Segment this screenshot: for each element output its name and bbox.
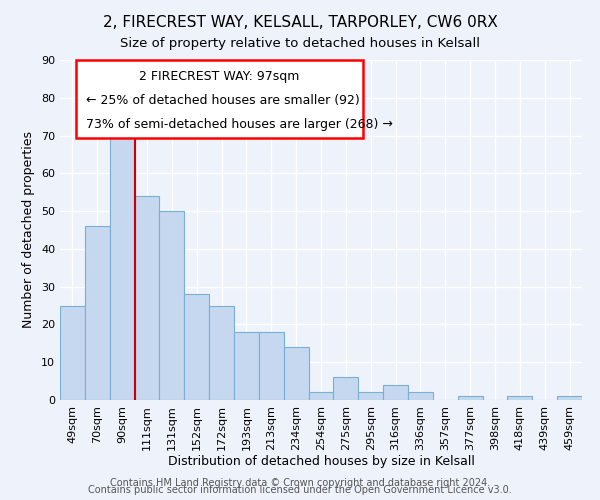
Text: Contains public sector information licensed under the Open Government Licence v3: Contains public sector information licen… [88, 485, 512, 495]
Bar [334, 378, 358, 400]
Y-axis label: Number of detached properties: Number of detached properties [22, 132, 35, 328]
Bar [408, 392, 433, 400]
Bar [458, 396, 482, 400]
Bar [160, 211, 184, 400]
Text: 2 FIRECREST WAY: 97sqm: 2 FIRECREST WAY: 97sqm [139, 70, 299, 83]
Bar [284, 347, 308, 400]
Text: 2, FIRECREST WAY, KELSALL, TARPORLEY, CW6 0RX: 2, FIRECREST WAY, KELSALL, TARPORLEY, CW… [103, 15, 497, 30]
Text: ← 25% of detached houses are smaller (92): ← 25% of detached houses are smaller (92… [86, 94, 360, 107]
Text: 73% of semi-detached houses are larger (268) →: 73% of semi-detached houses are larger (… [86, 118, 393, 131]
Bar [209, 306, 234, 400]
Bar [60, 306, 85, 400]
Bar [85, 226, 110, 400]
Bar [110, 136, 134, 400]
Text: Size of property relative to detached houses in Kelsall: Size of property relative to detached ho… [120, 38, 480, 51]
Bar [557, 396, 582, 400]
Bar [358, 392, 383, 400]
Bar [383, 385, 408, 400]
Bar [308, 392, 334, 400]
Text: Contains HM Land Registry data © Crown copyright and database right 2024.: Contains HM Land Registry data © Crown c… [110, 478, 490, 488]
FancyBboxPatch shape [76, 60, 363, 138]
Bar [259, 332, 284, 400]
Bar [234, 332, 259, 400]
Bar [134, 196, 160, 400]
Bar [184, 294, 209, 400]
Bar [508, 396, 532, 400]
X-axis label: Distribution of detached houses by size in Kelsall: Distribution of detached houses by size … [167, 456, 475, 468]
